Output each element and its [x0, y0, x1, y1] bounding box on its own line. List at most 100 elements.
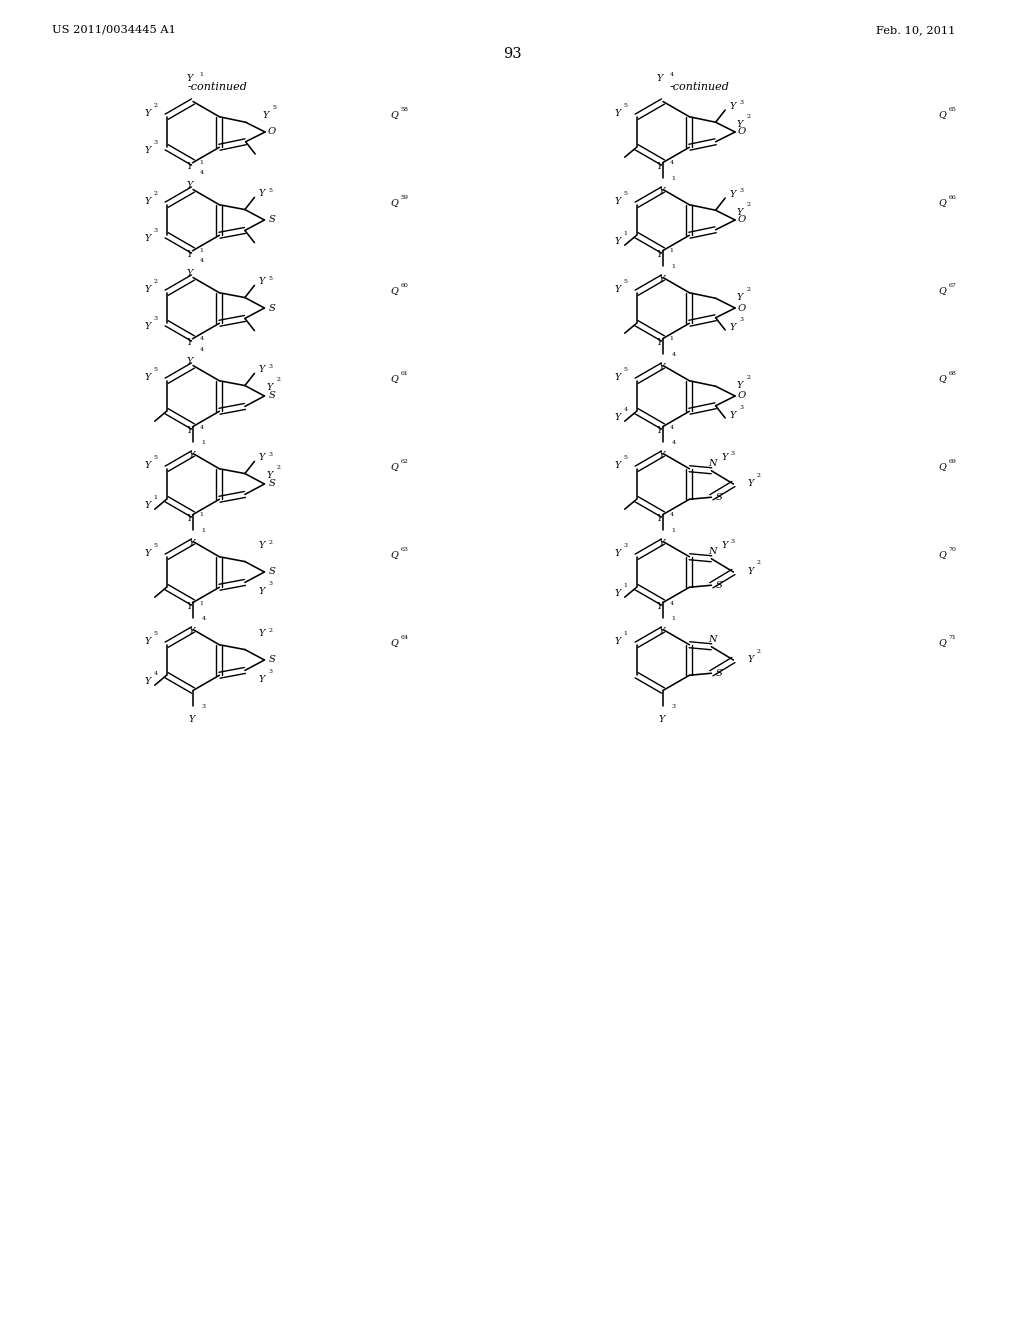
Text: 2: 2 [276, 465, 281, 470]
Text: Y: Y [262, 111, 269, 120]
Text: Y: Y [722, 453, 728, 462]
Text: 3: 3 [268, 581, 272, 586]
Text: Y: Y [656, 426, 663, 436]
Text: 66: 66 [948, 195, 956, 201]
Text: 69: 69 [948, 459, 956, 465]
Text: 1: 1 [200, 601, 204, 606]
Text: O: O [268, 128, 276, 136]
Text: 5: 5 [272, 104, 276, 110]
Text: 1: 1 [672, 616, 676, 620]
Text: O: O [738, 128, 746, 136]
Text: 3: 3 [739, 100, 743, 106]
Text: 4: 4 [202, 616, 206, 620]
Text: 4: 4 [672, 352, 676, 356]
Text: 3: 3 [739, 317, 743, 322]
Text: 2: 2 [276, 378, 281, 381]
Text: 4: 4 [154, 671, 158, 676]
Text: 4: 4 [624, 407, 628, 412]
Text: Y: Y [267, 471, 273, 480]
Text: 4: 4 [200, 170, 204, 176]
Text: Y: Y [658, 363, 665, 371]
Text: 4: 4 [670, 161, 674, 165]
Text: 3: 3 [739, 189, 743, 193]
Text: 1: 1 [200, 248, 204, 253]
Text: 1: 1 [672, 176, 676, 181]
Text: Y: Y [259, 541, 265, 550]
Text: Y: Y [186, 162, 193, 172]
Text: Q: Q [938, 374, 946, 383]
Text: Y: Y [186, 426, 193, 436]
Text: Y: Y [186, 602, 193, 611]
Text: 4: 4 [200, 337, 204, 342]
Text: Y: Y [186, 249, 193, 259]
Text: Y: Y [188, 450, 195, 459]
Text: Y: Y [722, 541, 728, 549]
Text: Y: Y [144, 285, 151, 294]
Text: Y: Y [267, 383, 273, 392]
Text: Y: Y [259, 453, 265, 462]
Text: Y: Y [736, 380, 742, 389]
Text: 4: 4 [200, 259, 204, 264]
Text: Y: Y [656, 513, 663, 523]
Text: 4: 4 [200, 425, 204, 429]
Text: Y: Y [614, 461, 621, 470]
Text: 2: 2 [757, 561, 761, 565]
Text: O: O [738, 304, 746, 313]
Text: Q: Q [390, 110, 397, 119]
Text: 1: 1 [200, 73, 204, 78]
Text: 5: 5 [154, 631, 158, 636]
Text: 1: 1 [670, 248, 674, 253]
Text: Y: Y [614, 638, 621, 647]
Text: Feb. 10, 2011: Feb. 10, 2011 [876, 25, 955, 36]
Text: 1: 1 [624, 631, 628, 636]
Text: Q: Q [938, 550, 946, 558]
Text: 4: 4 [200, 347, 204, 351]
Text: Y: Y [656, 338, 663, 347]
Text: 1: 1 [624, 582, 628, 587]
Text: Y: Y [259, 189, 265, 198]
Text: 3: 3 [739, 405, 743, 411]
Text: Y: Y [748, 479, 754, 487]
Text: -continued: -continued [670, 82, 730, 92]
Text: Y: Y [658, 186, 665, 195]
Text: 3: 3 [154, 140, 158, 145]
Text: 64: 64 [400, 635, 409, 640]
Text: Q: Q [938, 286, 946, 294]
Text: Q: Q [390, 374, 397, 383]
Text: 70: 70 [948, 546, 956, 552]
Text: 1: 1 [202, 440, 206, 445]
Text: 1: 1 [200, 512, 204, 517]
Text: Y: Y [614, 236, 621, 246]
Text: 2: 2 [746, 114, 751, 119]
Text: 1: 1 [202, 528, 206, 533]
Text: Q: Q [938, 198, 946, 207]
Text: 5: 5 [624, 191, 628, 197]
Text: 4: 4 [670, 425, 674, 429]
Text: O: O [738, 392, 746, 400]
Text: Y: Y [144, 197, 151, 206]
Text: 2: 2 [268, 627, 272, 632]
Text: Y: Y [186, 338, 193, 347]
Text: Y: Y [186, 269, 193, 279]
Text: Y: Y [188, 714, 195, 723]
Text: N: N [709, 635, 717, 644]
Text: 1: 1 [154, 495, 158, 500]
Text: Y: Y [658, 450, 665, 459]
Text: 59: 59 [400, 195, 409, 201]
Text: S: S [716, 492, 722, 502]
Text: Y: Y [614, 589, 621, 598]
Text: 62: 62 [400, 459, 409, 465]
Text: Y: Y [259, 277, 265, 286]
Text: Y: Y [144, 110, 151, 119]
Text: Y: Y [748, 655, 754, 664]
Text: 3: 3 [268, 669, 272, 675]
Text: Y: Y [144, 549, 151, 558]
Text: Y: Y [656, 74, 663, 83]
Text: 63: 63 [400, 546, 409, 552]
Text: 67: 67 [948, 282, 956, 288]
Text: Y: Y [259, 366, 265, 374]
Text: Y: Y [736, 293, 742, 302]
Text: Q: Q [938, 638, 946, 647]
Text: Y: Y [144, 461, 151, 470]
Text: S: S [268, 304, 275, 313]
